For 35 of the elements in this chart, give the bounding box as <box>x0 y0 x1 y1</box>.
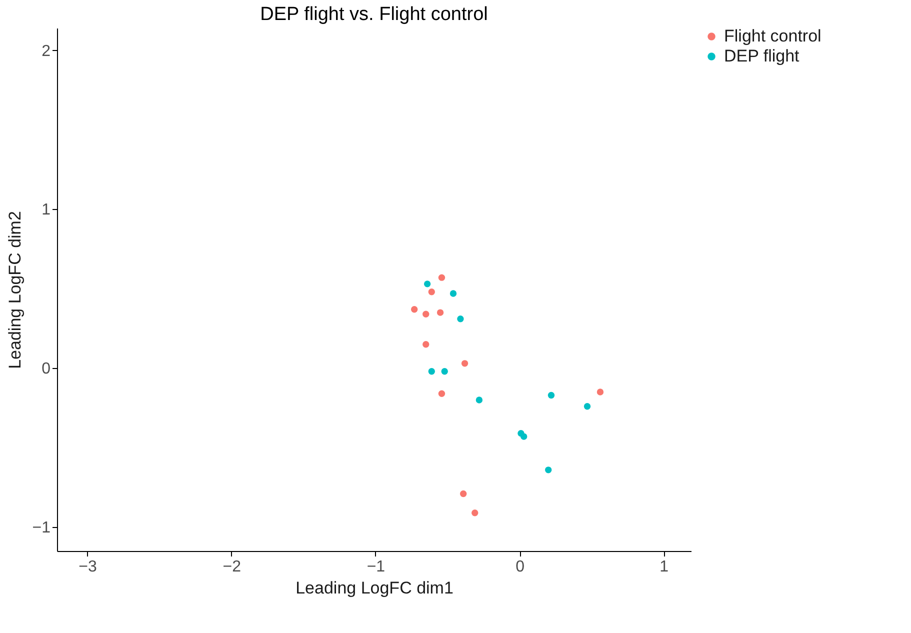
point <box>548 392 555 399</box>
y-tick-label: 0 <box>42 360 51 378</box>
legend-label: DEP flight <box>724 46 800 66</box>
point <box>476 396 483 404</box>
x-tick-label: 0 <box>516 558 525 576</box>
point <box>428 288 435 296</box>
point <box>472 510 478 516</box>
point <box>520 433 528 440</box>
point <box>422 340 430 348</box>
point <box>410 306 418 313</box>
x-tick-label: −1 <box>366 558 386 576</box>
point <box>460 490 467 498</box>
x-axis-title: Leading LogFC dim1 <box>296 578 454 598</box>
chart-title: DEP flight vs. Flight control <box>260 4 488 25</box>
x-tick-label: −2 <box>222 558 242 576</box>
y-tick-label: 2 <box>42 42 51 60</box>
point <box>450 290 457 297</box>
point <box>596 388 604 396</box>
x-tick-label: −3 <box>78 558 97 576</box>
point <box>441 368 448 375</box>
point <box>584 402 591 410</box>
y-tick-label: −1 <box>32 520 51 537</box>
legend-label: Flight control <box>724 26 822 46</box>
point <box>428 368 435 375</box>
point <box>438 390 446 397</box>
point <box>457 316 464 322</box>
point <box>438 274 446 281</box>
point <box>424 280 431 288</box>
point <box>436 309 444 316</box>
point <box>422 310 430 318</box>
point <box>461 360 468 367</box>
y-tick-label: 1 <box>42 202 51 219</box>
x-tick-label: 1 <box>660 558 669 576</box>
y-axis-title: Leading LogFC dim2 <box>5 211 24 369</box>
point <box>544 466 552 474</box>
